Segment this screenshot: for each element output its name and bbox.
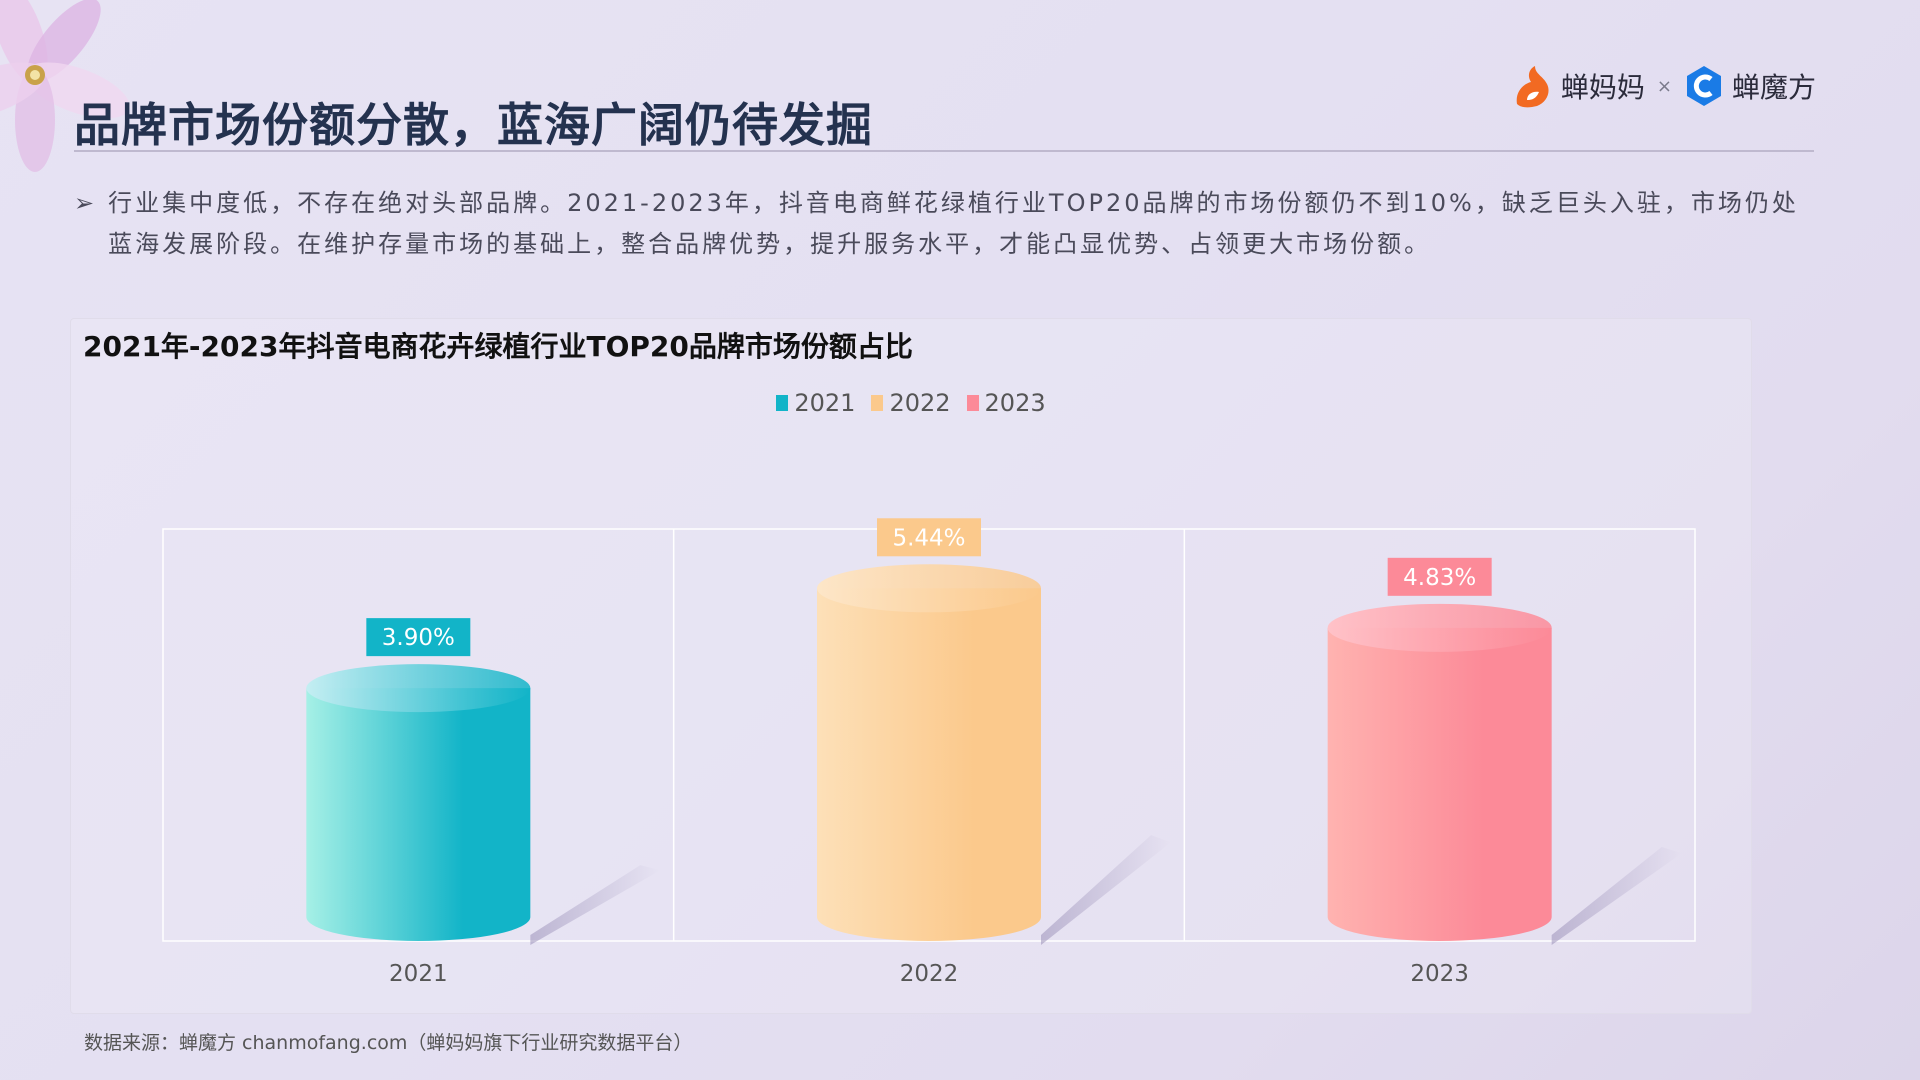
- legend-item: 2022: [871, 389, 951, 417]
- data-label-box: [877, 518, 981, 557]
- data-label: 4.83%: [1403, 565, 1476, 591]
- legend-item: 2023: [966, 389, 1046, 417]
- data-label-box: [366, 618, 471, 657]
- brand-left-label: 蝉妈妈: [1560, 71, 1645, 104]
- legend-swatch: [776, 395, 789, 411]
- bar-shadow: [530, 865, 661, 945]
- data-source: 数据来源：蝉魔方 chanmofang.com（蝉妈妈旗下行业研究数据平台）: [84, 1032, 693, 1054]
- data-label: 3.90%: [382, 625, 455, 651]
- legend-label: 2021: [794, 389, 856, 417]
- legend-swatch: [966, 395, 979, 411]
- x-tick-label: 2022: [900, 961, 959, 987]
- bullet-arrow-icon: ➢: [74, 189, 95, 217]
- legend-label: 2022: [889, 389, 951, 417]
- data-label-box: [1387, 557, 1492, 596]
- legend-swatch: [871, 395, 884, 411]
- brand-separator: ×: [1656, 75, 1672, 97]
- bar-shadow: [1551, 847, 1682, 945]
- legend-label: 2023: [984, 389, 1046, 417]
- chart-title: 2021年-2023年抖音电商花卉绿植行业TOP20品牌市场份额占比: [83, 330, 913, 363]
- x-tick-label: 2021: [389, 961, 448, 987]
- bar-top: [817, 564, 1041, 613]
- bar-shadow: [1041, 835, 1171, 945]
- bar: [817, 588, 1041, 941]
- brand-right-label: 蝉魔方: [1731, 71, 1816, 104]
- chart-legend: 2021 2022 2023: [71, 389, 1751, 417]
- bar: [306, 688, 531, 941]
- chart-panel: 2021年-2023年抖音电商花卉绿植行业TOP20品牌市场份额占比 2021 …: [70, 318, 1752, 1014]
- chanmama-logo-icon: [1516, 66, 1549, 108]
- bar-top: [1327, 603, 1552, 652]
- data-label: 5.44%: [892, 525, 965, 551]
- bar: [1327, 627, 1552, 941]
- x-tick-label: 2023: [1410, 961, 1469, 987]
- summary-text: 行业集中度低，不存在绝对头部品牌。2021-2023年，抖音电商鲜花绿植行业TO…: [108, 189, 1799, 258]
- chanmofang-logo-icon: [1686, 66, 1721, 106]
- brand-logos: 蝉妈妈 × 蝉魔方: [1513, 64, 1816, 108]
- summary-bullet: ➢ 行业集中度低，不存在绝对头部品牌。2021-2023年，抖音电商鲜花绿植行业…: [74, 183, 1814, 265]
- legend-item: 2021: [776, 389, 855, 417]
- page-title: 品牌市场份额分散，蓝海广阔仍待发掘: [74, 97, 873, 152]
- title-divider: [74, 150, 1814, 152]
- bar-top: [306, 664, 531, 713]
- bar-chart: 3.90% 2021 5.44% 2022 4.83% 2023: [162, 518, 1696, 987]
